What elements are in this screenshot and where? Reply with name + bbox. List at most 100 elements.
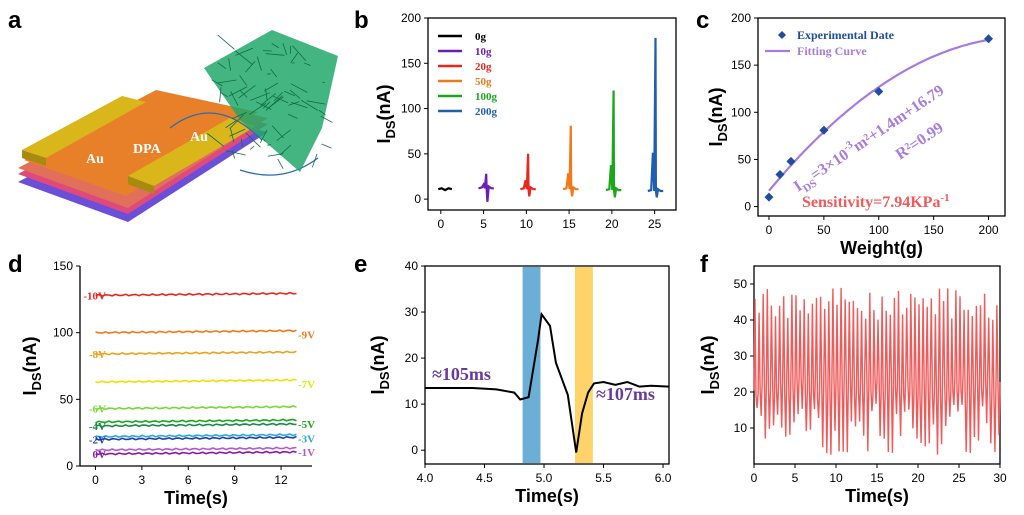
y-tick-label: 50	[408, 147, 422, 161]
series-line--2V	[95, 435, 297, 441]
fiber-strand	[220, 92, 228, 98]
fiber-strand	[225, 150, 246, 156]
x-axis-label: Time(s)	[845, 486, 909, 506]
fiber-strand	[288, 101, 300, 106]
legend-marker-experimental	[778, 31, 786, 39]
au-left-label: Au	[86, 152, 104, 167]
panel-f: f 0 5 10 15 20 25 30 10 20 30 40 50 IDS(nA) Time(s)	[698, 251, 1007, 506]
y-axis-label: IDS(nA)	[20, 336, 44, 395]
y-axis-label: IDS(nA)	[706, 87, 730, 146]
x-axis-label: Weight(g)	[840, 238, 923, 258]
x-tick-label: 6.0	[655, 471, 672, 485]
y-tick-label: 50	[734, 277, 748, 291]
legend-label-10g: 10g	[475, 46, 492, 58]
fiber-strand	[282, 43, 288, 56]
x-tick-label: 20	[911, 471, 925, 485]
series-line-10g	[478, 173, 494, 202]
y-tick-label: 200	[401, 11, 421, 25]
x-tick-label: 5.5	[595, 471, 612, 485]
x-axis-label: Time(s)	[164, 488, 228, 508]
x-tick-label: 20	[605, 217, 619, 231]
fitting-curve	[768, 38, 989, 192]
y-tick-label: 150	[731, 58, 751, 72]
dpa-film	[24, 90, 258, 196]
y-axis-label: IDS(nA)	[374, 84, 398, 143]
fiber-strand	[248, 102, 267, 115]
fiber-strand	[235, 50, 254, 66]
series-line--7V	[95, 378, 297, 384]
x-axis-label: Time(s)	[515, 486, 579, 506]
fiber-strand	[245, 60, 256, 73]
gold-electrode-right	[128, 118, 256, 186]
series-line--3V	[95, 433, 297, 439]
panel-d: d 0 3 6 9 12 0 50 100 150 IDS(nA) Time(s) -10V -9V -8…	[8, 251, 315, 508]
fiber-strand	[217, 79, 237, 84]
y-tick-label: 100	[53, 326, 73, 340]
fiber-strand	[267, 153, 284, 157]
x-tick-label: 3	[139, 473, 146, 487]
fiber-strand	[276, 129, 291, 141]
x-tick-label: 10	[520, 217, 534, 231]
series-line--10V	[95, 291, 297, 297]
fiber-strand	[211, 79, 223, 87]
fiber-strand	[279, 144, 292, 156]
x-tick-label: 15	[870, 471, 884, 485]
x-tick-label: 4.0	[417, 471, 434, 485]
chart-d: 0 3 6 9 12 0 50 100 150 IDS(nA) Time(s) -10V -9V -8V -…	[20, 259, 315, 508]
fiber-strand	[217, 62, 227, 70]
panel-a: a Au DPA Au SiO₂/Si	[8, 7, 338, 222]
fiber-strand	[304, 62, 311, 66]
dpa-fiber-network-illustration	[204, 30, 338, 172]
fiber-strand	[230, 128, 235, 143]
data-point	[819, 125, 829, 135]
series-line--5V	[95, 418, 297, 424]
fiber-strand	[206, 133, 225, 147]
fiber-strand	[289, 89, 301, 99]
fiber-strand	[277, 158, 284, 169]
y-tick-label: 0	[66, 459, 73, 473]
series-line--1V	[95, 446, 297, 452]
x-tick-label: 12	[274, 473, 288, 487]
series-line-50g	[562, 125, 579, 197]
rise-time-annotation: ≈105ms	[432, 364, 491, 384]
legend-label-experimental: Experimental Date	[797, 28, 895, 42]
panel-b: b 0 5 10 15 20 25 0 50 100 150 200 IDS(nA) 0g 10g 20g 5…	[354, 7, 677, 231]
response-trace	[425, 311, 670, 453]
series-line--8V	[95, 350, 297, 356]
zoom-line-top	[169, 112, 263, 141]
y-tick-label: 0	[744, 200, 751, 214]
fiber-strand	[230, 91, 239, 106]
chart-f: 0 5 10 15 20 25 30 10 20 30 40 50 IDS(nA) Time(s)	[698, 265, 1007, 506]
fiber-strand	[235, 47, 254, 56]
fiber-strand	[311, 153, 318, 168]
y-tick-label: 30	[405, 305, 419, 319]
panel-label-e: e	[354, 251, 367, 278]
x-tick-label: 10	[829, 471, 843, 485]
fiber-strand	[250, 92, 271, 101]
fiber-strand	[271, 125, 285, 139]
y-tick-label: 10	[734, 421, 748, 435]
fiber-strand	[284, 90, 295, 97]
y-tick-label: 150	[401, 56, 421, 70]
x-tick-label: 9	[231, 473, 238, 487]
plot-frame	[427, 17, 677, 211]
fiber-strand	[238, 84, 256, 99]
fiber-strand	[301, 99, 319, 111]
y-tick-label: 100	[731, 105, 751, 119]
legend-label-100g: 100g	[475, 91, 498, 103]
series-line-0g	[438, 187, 453, 192]
series-label--9V: -9V	[298, 330, 315, 342]
x-tick-label: 150	[924, 223, 944, 237]
x-tick-label: 4.5	[476, 471, 493, 485]
fiber-strand	[240, 138, 243, 147]
fiber-strand	[219, 87, 222, 103]
x-tick-label: 30	[993, 471, 1007, 485]
panel-label-a: a	[8, 7, 22, 34]
fiber-strand	[225, 120, 237, 129]
y-tick-label: 40	[405, 259, 419, 273]
y-tick-label: 30	[734, 349, 748, 363]
x-tick-label: 6	[185, 473, 192, 487]
panel-label-b: b	[354, 7, 369, 34]
panel-label-f: f	[700, 251, 709, 278]
